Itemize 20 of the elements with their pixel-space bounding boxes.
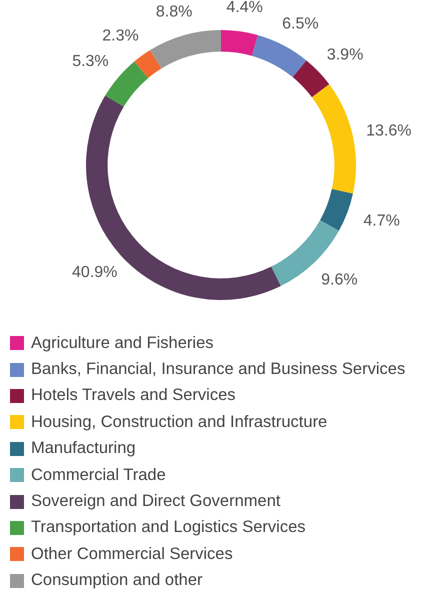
data-label: 6.5% [282, 15, 319, 32]
data-label: 4.4% [226, 0, 263, 16]
data-label: 5.3% [72, 53, 109, 70]
legend-label: Housing, Construction and Infrastructure [31, 412, 328, 432]
legend-label: Commercial Trade [31, 466, 166, 485]
data-label: 40.9% [72, 264, 118, 282]
legend-label: Consumption and other [31, 571, 203, 590]
legend-label: Sovereign and Direct Government [31, 492, 280, 512]
legend-label: Agriculture and Fisheries [31, 334, 214, 353]
legend-label: Manufacturing [31, 439, 136, 458]
data-label: 2.3% [102, 27, 139, 44]
legend-label: Hotels Travels and Services [31, 386, 236, 406]
data-label: 3.9% [326, 46, 364, 64]
legend-label: Transportation and Logistics Services [31, 518, 306, 538]
data-label: 9.6% [321, 272, 358, 289]
legend-label: Banks, Financial, Insurance and Business Services [31, 360, 406, 380]
legend-label: Other Commercial Services [31, 544, 233, 564]
data-label: 4.7% [363, 212, 400, 230]
data-label: 13.6% [366, 122, 412, 140]
data-label: 8.8% [156, 3, 192, 20]
